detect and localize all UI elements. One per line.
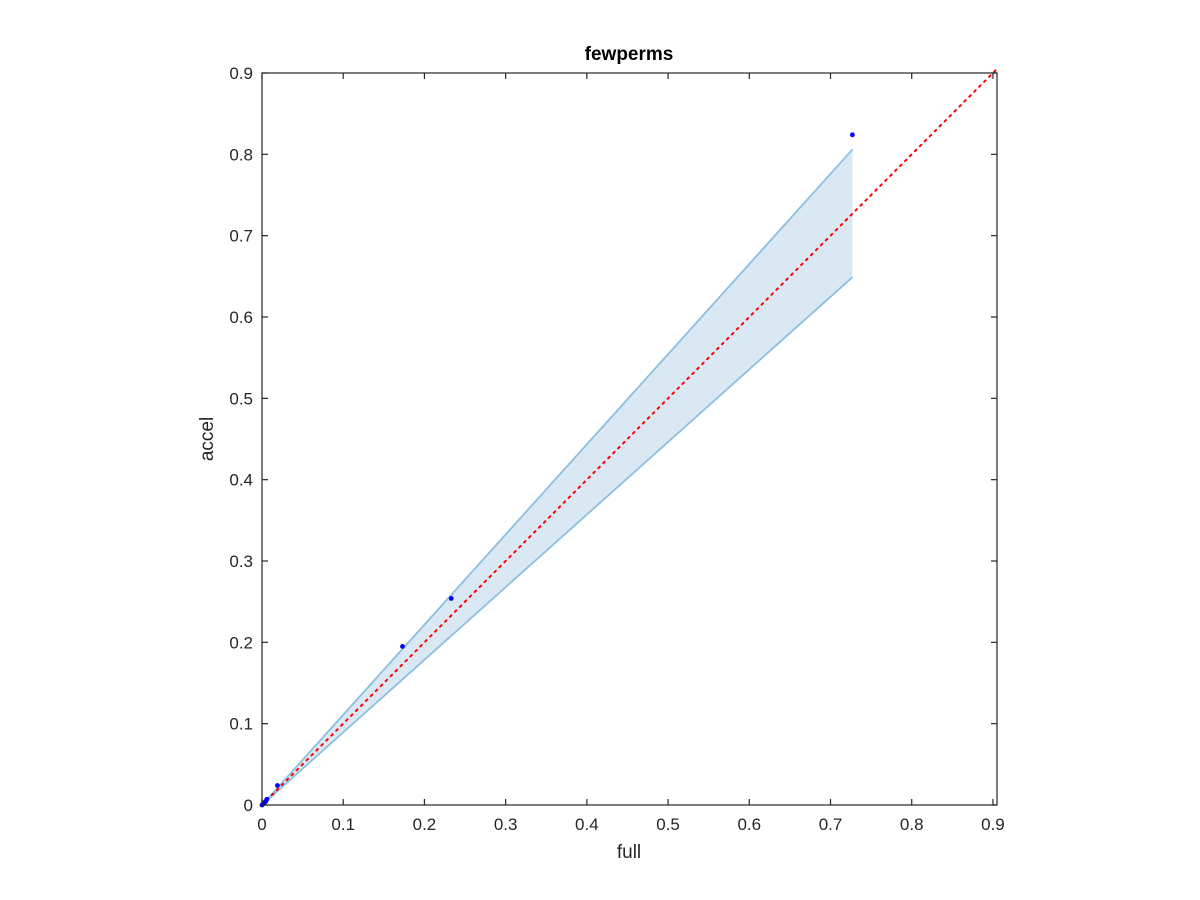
x-tick-label: 0 [257,815,266,834]
axes-box [261,72,998,806]
y-tick-label: 0.4 [229,471,253,490]
y-tick-label: 0.8 [229,145,253,164]
ticks-layer: 0 0.1 0.2 0.3 0.4 0.5 0.6 0.7 0.8 0.9 0 0.1 0.2 0.3 0.… [229,64,1004,834]
data-point [850,132,855,138]
data-point [400,644,405,649]
data-point [448,596,454,601]
x-tick-label: 0.2 [413,815,437,834]
x-tick-label: 0.6 [737,815,761,834]
data-point [275,783,280,788]
y-tick-label: 0.2 [229,633,253,652]
y-tick-label: 0.7 [229,227,253,246]
x-tick-label: 0.4 [575,815,599,834]
reference-line-layer [261,67,998,806]
confidence-band-upper-line [261,148,854,806]
y-tick-label: 0 [244,796,253,815]
y-tick-label: 0.5 [229,389,253,408]
x-tick-label: 0.1 [331,815,355,834]
x-axis-label: full [617,842,641,863]
chart-title: fewperms [585,44,674,65]
y-tick-label: 0.9 [229,64,253,83]
x-tick-label: 0.3 [494,815,518,834]
x-tick-label: 0.7 [819,815,843,834]
y-axis-label: accel [197,417,218,461]
identity-reference-line [261,67,998,806]
x-tick-label: 0.5 [656,815,680,834]
confidence-band-lower-line [261,276,854,806]
y-tick-label: 0.1 [229,715,253,734]
confidence-band-layer [261,148,854,806]
x-tick-label: 0.9 [981,815,1005,834]
x-tick-label: 0.8 [900,815,924,834]
y-tick-label: 0.3 [229,552,253,571]
data-point [264,796,270,802]
y-tick-label: 0.6 [229,308,253,327]
